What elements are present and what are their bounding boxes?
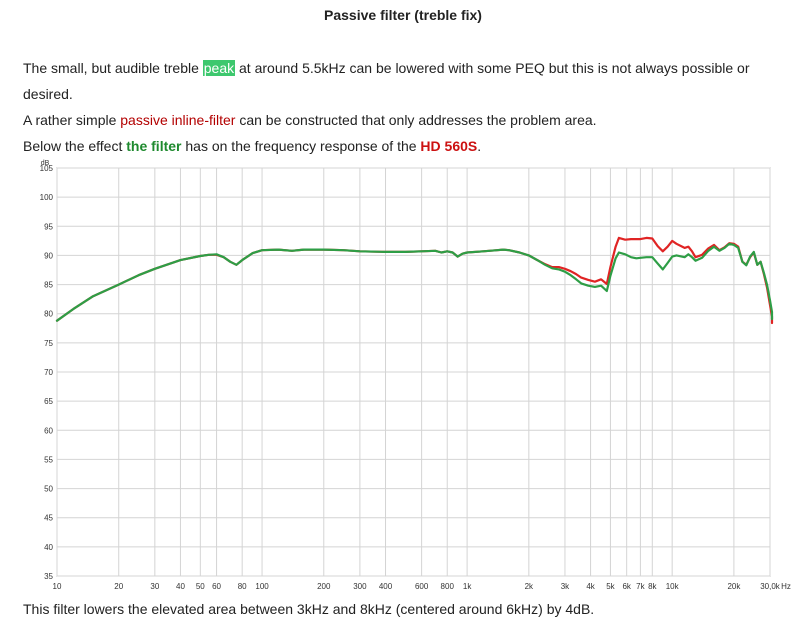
chart-grid [56, 167, 771, 577]
x-unit-label: Hz [781, 582, 791, 591]
y-tick-label: 45 [44, 514, 53, 523]
x-tick-label: 800 [441, 582, 455, 591]
page-title: Passive filter (treble fix) [324, 7, 482, 23]
effect-text-before: Below the effect [23, 138, 127, 154]
chart-caption: This filter lowers the elevated area bet… [23, 601, 595, 617]
y-tick-label: 65 [44, 397, 53, 406]
y-tick-label: 100 [40, 193, 54, 202]
y-tick-label: 105 [40, 164, 54, 173]
highlight-peak: peak [202, 60, 236, 76]
y-tick-label: 90 [44, 251, 53, 260]
y-tick-label: 70 [44, 368, 53, 377]
intro-paragraph: The small, but audible treble peak at ar… [23, 58, 750, 78]
effect-paragraph: Below the effect the filter has on the f… [23, 136, 481, 156]
x-tick-label: 10k [666, 582, 680, 591]
effect-text-middle: has on the frequency response of the [181, 138, 421, 154]
x-tick-label: 10 [53, 582, 62, 591]
y-tick-label: 85 [44, 281, 53, 290]
x-tick-label: 6k [622, 582, 631, 591]
x-tick-label: 50 [196, 582, 205, 591]
filter-text-before: A rather simple [23, 112, 121, 128]
y-tick-label: 80 [44, 310, 53, 319]
x-tick-label: 40 [176, 582, 185, 591]
passive-filter-link[interactable]: passive inline-filter [120, 112, 236, 128]
filter-paragraph: A rather simple passive inline-filter ca… [23, 110, 597, 130]
x-tick-label: 5k [606, 582, 615, 591]
the-filter-label: the filter [126, 138, 182, 154]
x-tick-label: 60 [212, 582, 221, 591]
x-tick-label: 2k [525, 582, 534, 591]
x-tick-label: 200 [317, 582, 331, 591]
chart-axes: 10 20 30 40 50 60 80 100 200 300 400 600 800 1k 2k 3k 4k… [40, 160, 791, 591]
x-tick-label: 1k [463, 582, 472, 591]
model-label: HD 560S [420, 138, 478, 154]
y-tick-label: 75 [44, 339, 53, 348]
x-tick-label: 300 [353, 582, 367, 591]
y-tick-label: 50 [44, 485, 53, 494]
y-tick-label: 35 [44, 572, 53, 581]
x-tick-label: 20k [727, 582, 741, 591]
x-tick-label: 3k [561, 582, 570, 591]
intro-text-after: at around 5.5kHz can be lowered with som… [235, 60, 750, 76]
y-tick-label: 60 [44, 426, 53, 435]
y-axis-label: dB [41, 160, 50, 167]
x-tick-label: 80 [238, 582, 247, 591]
x-tick-label: 30 [150, 582, 159, 591]
intro-paragraph-continued: desired. [23, 86, 73, 102]
x-tick-label: 400 [379, 582, 393, 591]
y-tick-label: 40 [44, 543, 53, 552]
chart-series [55, 236, 774, 325]
intro-text-before: The small, but audible treble [23, 60, 203, 76]
y-tick-label: 95 [44, 222, 53, 231]
x-tick-label: 30,0k [760, 582, 781, 591]
x-tick-label: 4k [586, 582, 595, 591]
x-tick-label: 600 [415, 582, 429, 591]
y-tick-label: 55 [44, 455, 53, 464]
series-line-green [55, 242, 774, 322]
filter-text-after: can be constructed that only addresses t… [235, 112, 597, 128]
x-tick-label: 20 [114, 582, 123, 591]
x-tick-label: 100 [255, 582, 269, 591]
frequency-response-chart: 10 20 30 40 50 60 80 100 200 300 400 600 800 1k 2k 3k 4k… [40, 160, 791, 591]
x-tick-label: 7k [636, 582, 645, 591]
x-tick-label: 8k [648, 582, 657, 591]
effect-text-after: . [477, 138, 482, 154]
